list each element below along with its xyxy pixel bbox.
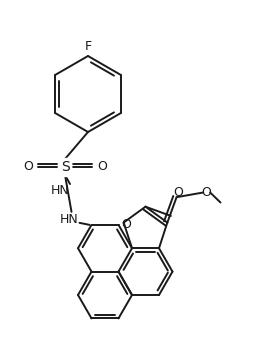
Text: O: O [201, 186, 211, 199]
Text: HN: HN [51, 183, 69, 196]
Text: O: O [23, 161, 33, 174]
Text: O: O [122, 218, 132, 231]
Text: S: S [61, 160, 69, 174]
Text: O: O [174, 186, 183, 199]
Text: S: S [61, 160, 69, 174]
Text: F: F [84, 39, 91, 52]
Text: O: O [97, 161, 107, 174]
Text: HN: HN [60, 213, 79, 226]
